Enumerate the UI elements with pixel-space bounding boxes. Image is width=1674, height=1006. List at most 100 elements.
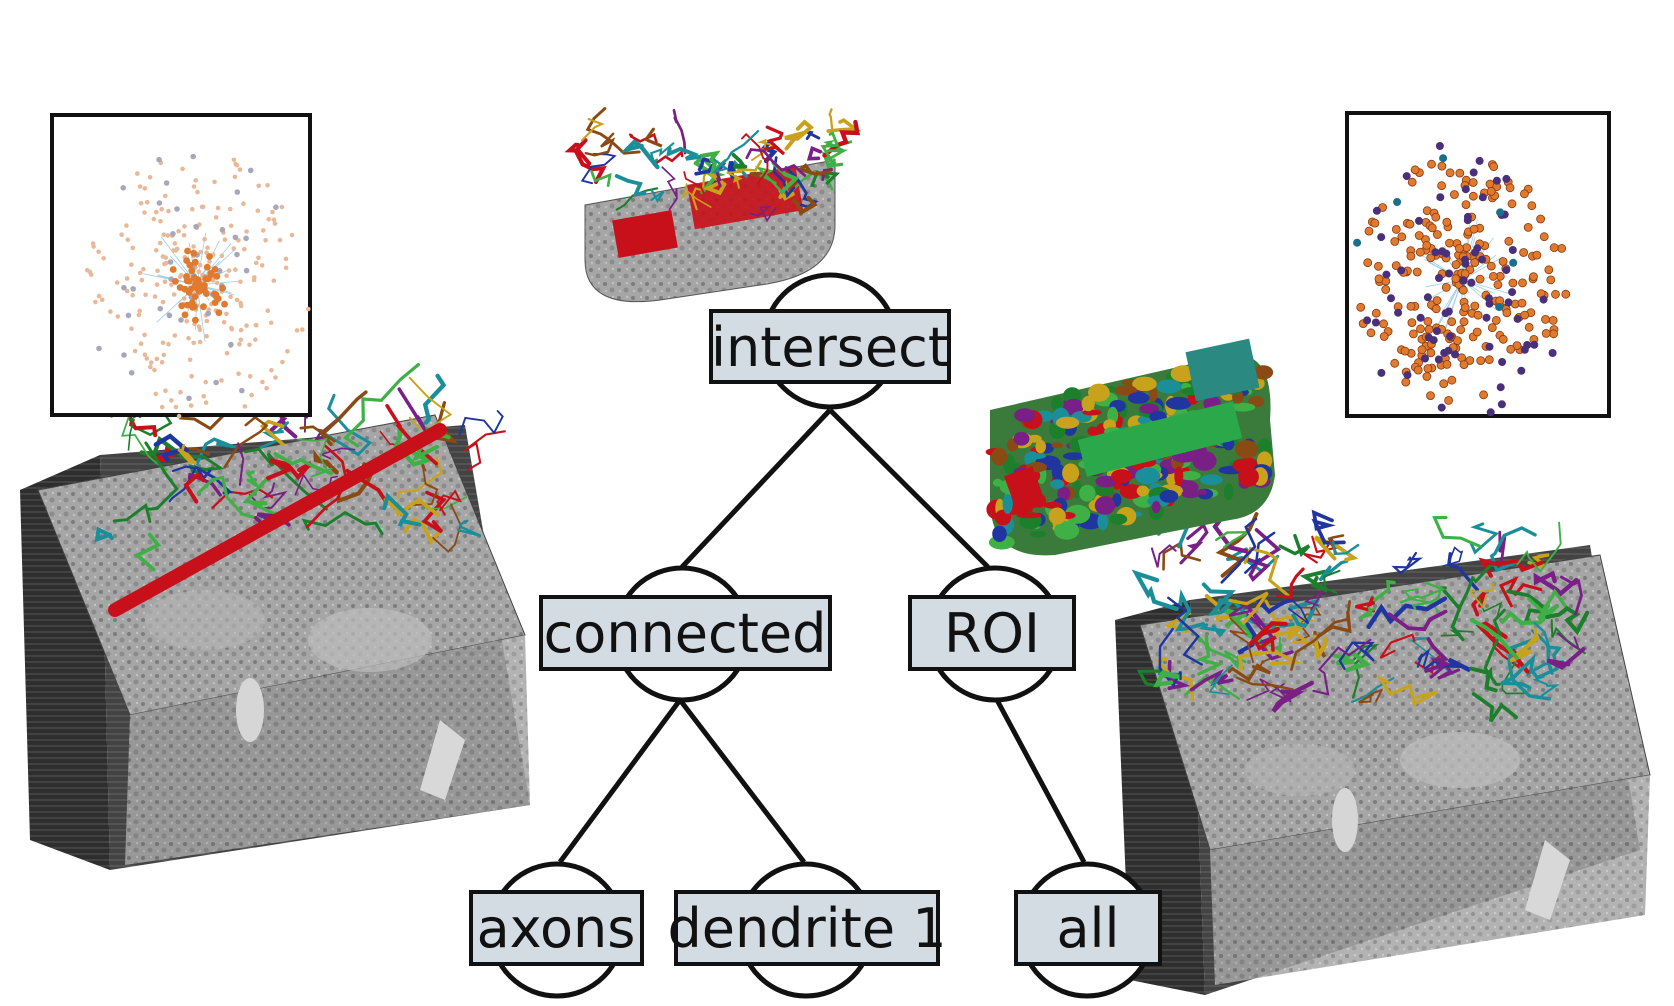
graph-node <box>1450 190 1459 199</box>
graph-node <box>1549 243 1559 253</box>
segment-blob <box>1095 475 1117 488</box>
neurite-branch <box>458 410 504 436</box>
node-box-axons[interactable] <box>469 890 644 966</box>
graph-node <box>272 221 278 226</box>
graph-node <box>154 282 160 287</box>
graph-node <box>1475 274 1485 284</box>
graph-node <box>178 317 184 323</box>
neurite-branch <box>580 152 617 185</box>
graph-node <box>1434 355 1443 364</box>
graph-node <box>219 253 225 259</box>
neurite-branch <box>1516 521 1562 573</box>
segment-blob <box>1014 408 1036 423</box>
neurite-branch <box>772 156 796 199</box>
graph-node <box>1435 142 1444 150</box>
graph-node <box>1447 317 1457 327</box>
graph-node <box>1462 243 1471 253</box>
graph-node <box>236 371 241 377</box>
graph-node <box>1415 247 1425 257</box>
neurite-branch <box>1167 660 1191 691</box>
neurite-branch <box>1288 600 1310 625</box>
graph-node <box>119 232 124 237</box>
neurite-branch <box>1246 678 1292 703</box>
neurite-branch <box>187 473 222 497</box>
graph-node <box>273 375 278 380</box>
neurite-branch <box>1424 637 1451 673</box>
graph-node <box>279 204 285 210</box>
graph-node <box>142 352 148 358</box>
graph-node <box>1548 349 1557 357</box>
segment-blob <box>1079 484 1096 502</box>
neurite-branch <box>1287 598 1321 629</box>
graph-edge <box>1461 279 1495 294</box>
neurite-branch <box>1429 662 1461 680</box>
neurite-branch <box>301 510 384 536</box>
neurite-branch <box>1469 618 1519 660</box>
node-box-intersect[interactable] <box>709 309 951 384</box>
neurite-branch <box>1370 579 1396 604</box>
graph-node <box>174 206 180 212</box>
graph-node <box>256 255 261 261</box>
neurite-branch <box>1195 633 1224 676</box>
node-box-connected[interactable] <box>539 595 832 671</box>
neurite-reconstruction-right <box>1131 509 1590 723</box>
neurite-branch <box>1379 633 1416 659</box>
graph-node <box>238 303 244 309</box>
graph-node <box>234 162 240 168</box>
neurite-branch <box>1312 638 1372 696</box>
graph-node <box>1478 255 1487 264</box>
graph-node <box>1390 237 1400 246</box>
graph-node <box>256 183 262 189</box>
neurite-branch <box>139 435 187 460</box>
neurite-branch <box>590 170 612 187</box>
graph-node <box>1458 285 1468 295</box>
graph-node <box>1397 266 1406 275</box>
graph-node <box>167 259 174 265</box>
graph-node <box>1469 168 1478 177</box>
neurite-branch <box>1469 522 1500 555</box>
graph-node <box>143 292 148 298</box>
graph-node <box>1393 198 1402 206</box>
node-box-dendrite[interactable] <box>674 890 940 966</box>
graph-node <box>152 367 157 373</box>
neurite-branch <box>133 532 162 572</box>
graph-node <box>181 311 189 319</box>
graph-node <box>188 403 194 408</box>
neurite-branch <box>620 139 660 170</box>
graph-node <box>166 208 171 214</box>
segment-blob <box>1025 453 1047 460</box>
segment-blob <box>1197 489 1208 495</box>
neurite-branch <box>397 387 427 432</box>
neurite-branch <box>1533 570 1579 597</box>
graph-node <box>211 266 219 273</box>
graph-node <box>1437 161 1447 171</box>
graph-node <box>1374 261 1383 271</box>
graph-node <box>203 263 211 271</box>
graph-node <box>271 217 277 222</box>
graph-node <box>128 370 135 376</box>
graph-node <box>187 357 193 363</box>
graph-node <box>213 215 219 220</box>
graph-node <box>269 368 274 373</box>
graph-node <box>1502 266 1511 275</box>
neurite-branch <box>1527 588 1570 614</box>
graph-node <box>1456 325 1466 335</box>
neurite-branch <box>1136 669 1164 688</box>
graph-node <box>1498 257 1508 266</box>
segment-blob <box>1062 463 1080 483</box>
neurite-branch <box>585 107 641 155</box>
node-box-roi[interactable] <box>908 595 1076 671</box>
neurite-branch <box>1276 567 1305 600</box>
graph-node <box>206 253 213 260</box>
graph-node <box>139 277 145 283</box>
neurite-branch <box>726 171 743 189</box>
graph-node <box>228 223 234 229</box>
graph-node <box>159 404 165 410</box>
graph-node <box>129 262 134 268</box>
graph-node <box>1539 295 1548 304</box>
neurite-branch <box>1290 600 1351 671</box>
graph-node <box>189 374 194 379</box>
node-box-all[interactable] <box>1014 890 1162 966</box>
neurite-branch <box>1501 662 1528 695</box>
neurite-branch <box>584 132 616 157</box>
